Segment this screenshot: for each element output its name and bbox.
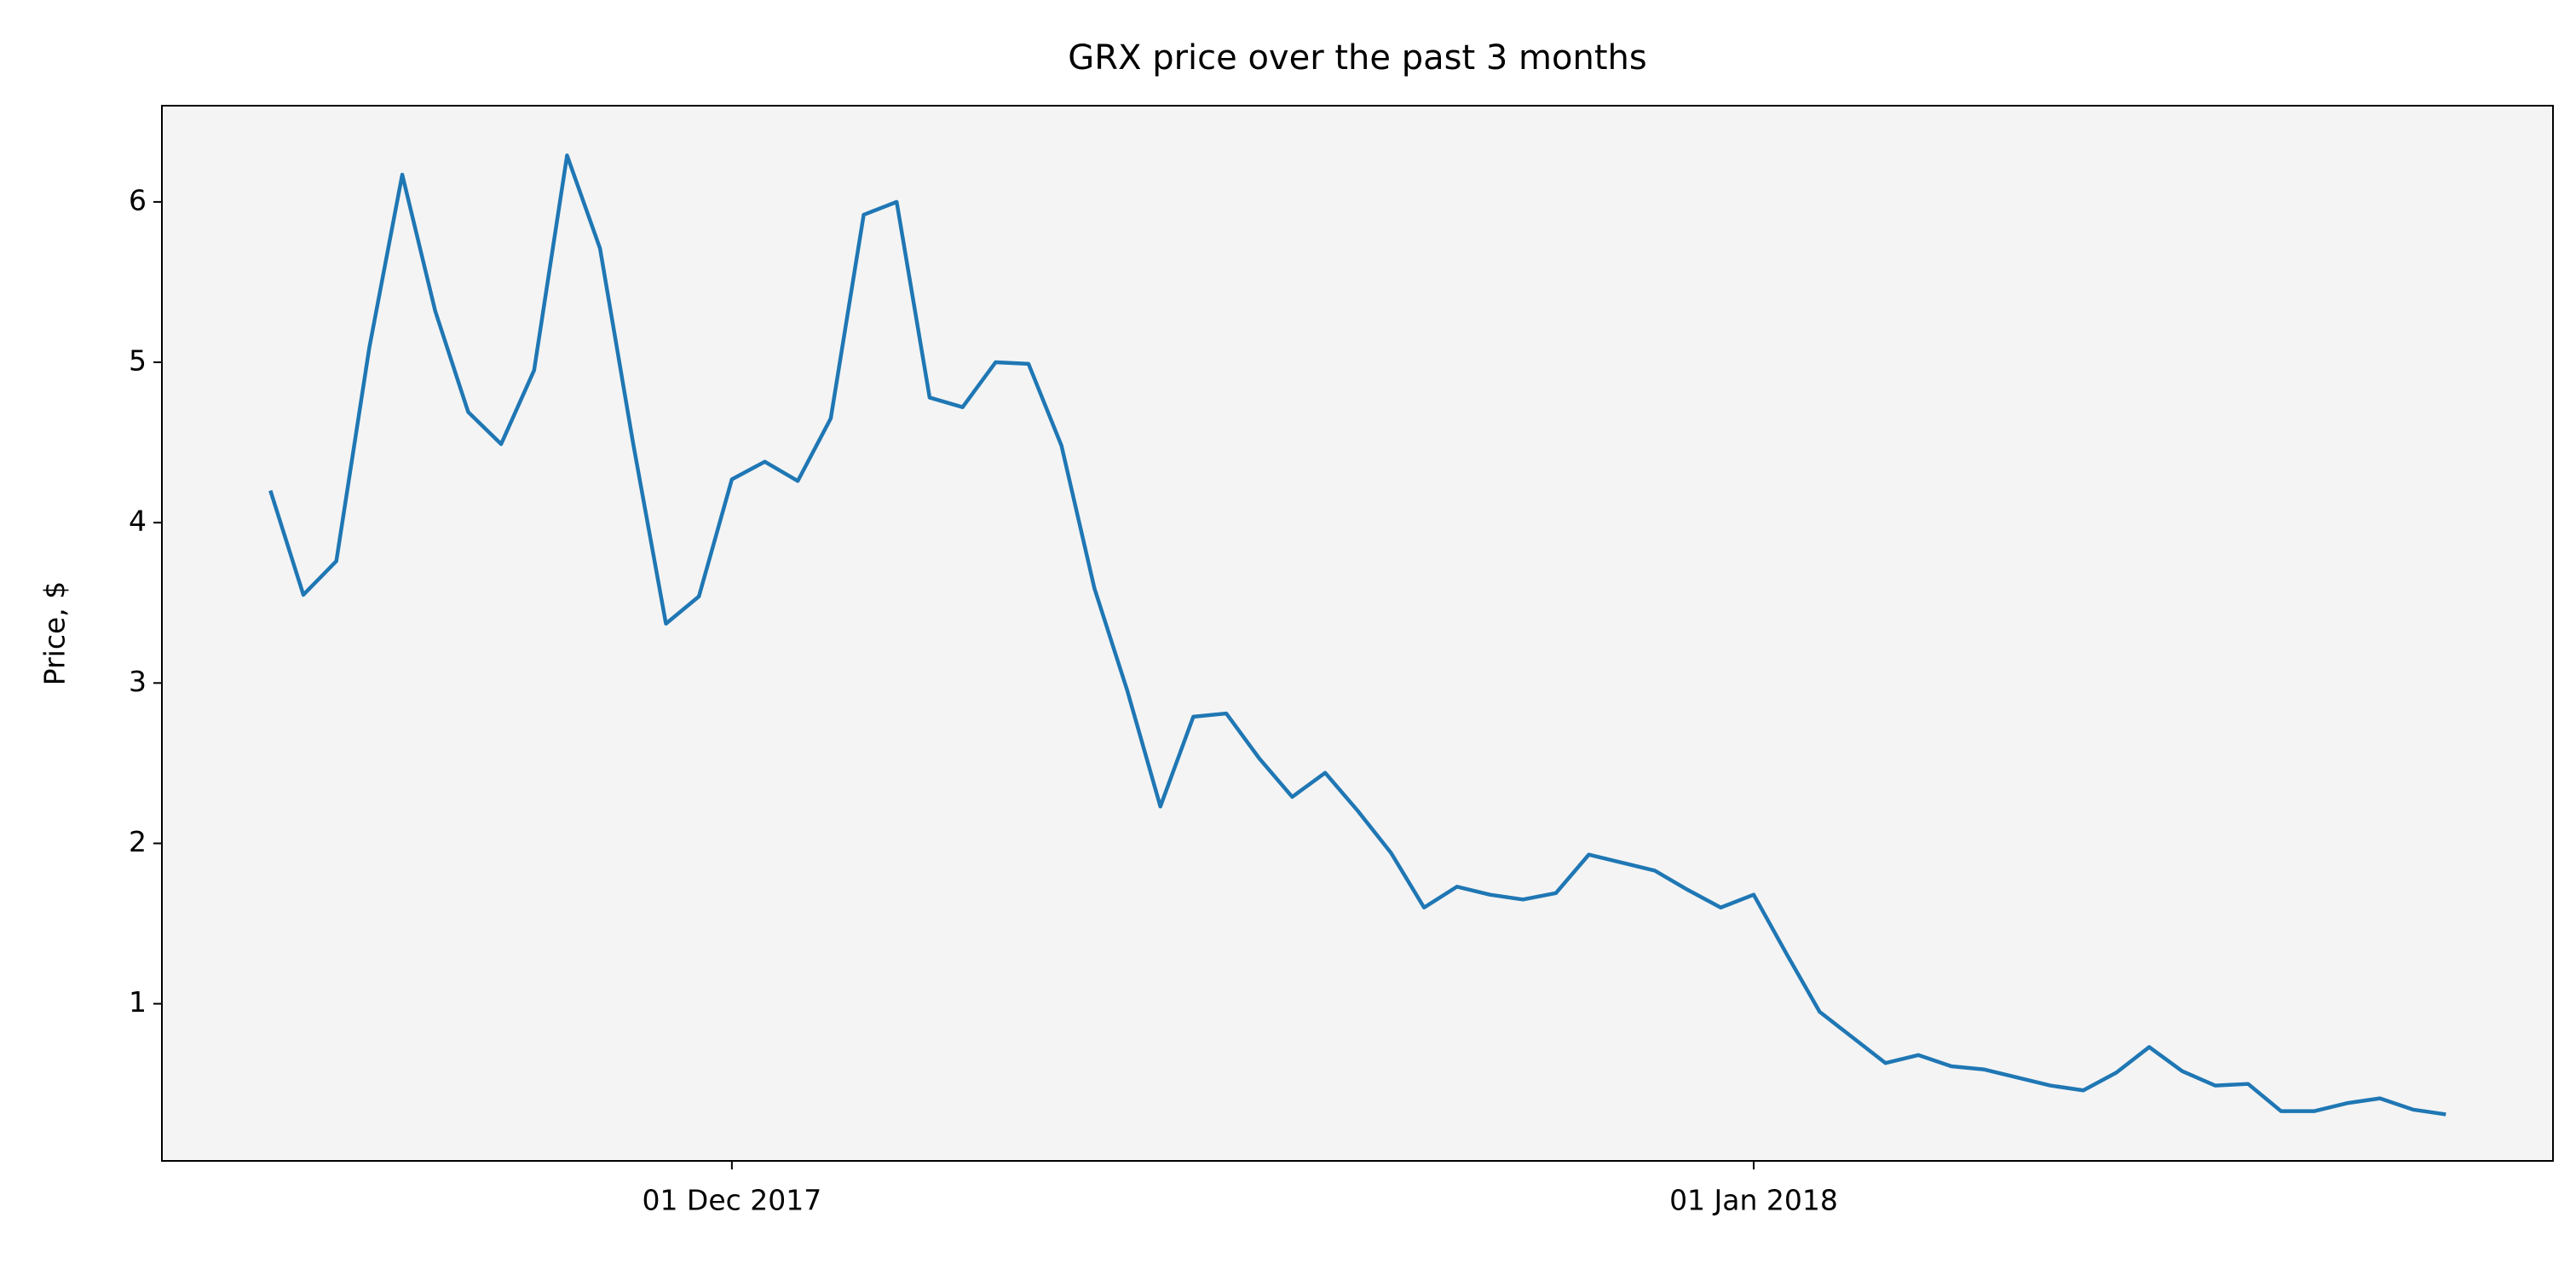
y-axis-label: Price, $ — [38, 581, 72, 685]
y-tick-label: 4 — [129, 505, 147, 538]
y-tick-label: 5 — [129, 344, 147, 378]
y-tick-label: 2 — [129, 825, 147, 858]
y-tick-label: 1 — [129, 985, 147, 1019]
plot-frame — [161, 105, 2554, 1162]
plot-background — [162, 106, 2553, 1161]
x-tick-label: 01 Dec 2017 — [642, 1184, 821, 1217]
x-tick-label: 01 Jan 2018 — [1669, 1184, 1838, 1217]
y-tick-label: 6 — [129, 183, 147, 216]
chart-title: GRX price over the past 3 months — [1068, 38, 1646, 78]
y-tick-label: 3 — [129, 665, 147, 698]
line-series — [268, 153, 2446, 1117]
